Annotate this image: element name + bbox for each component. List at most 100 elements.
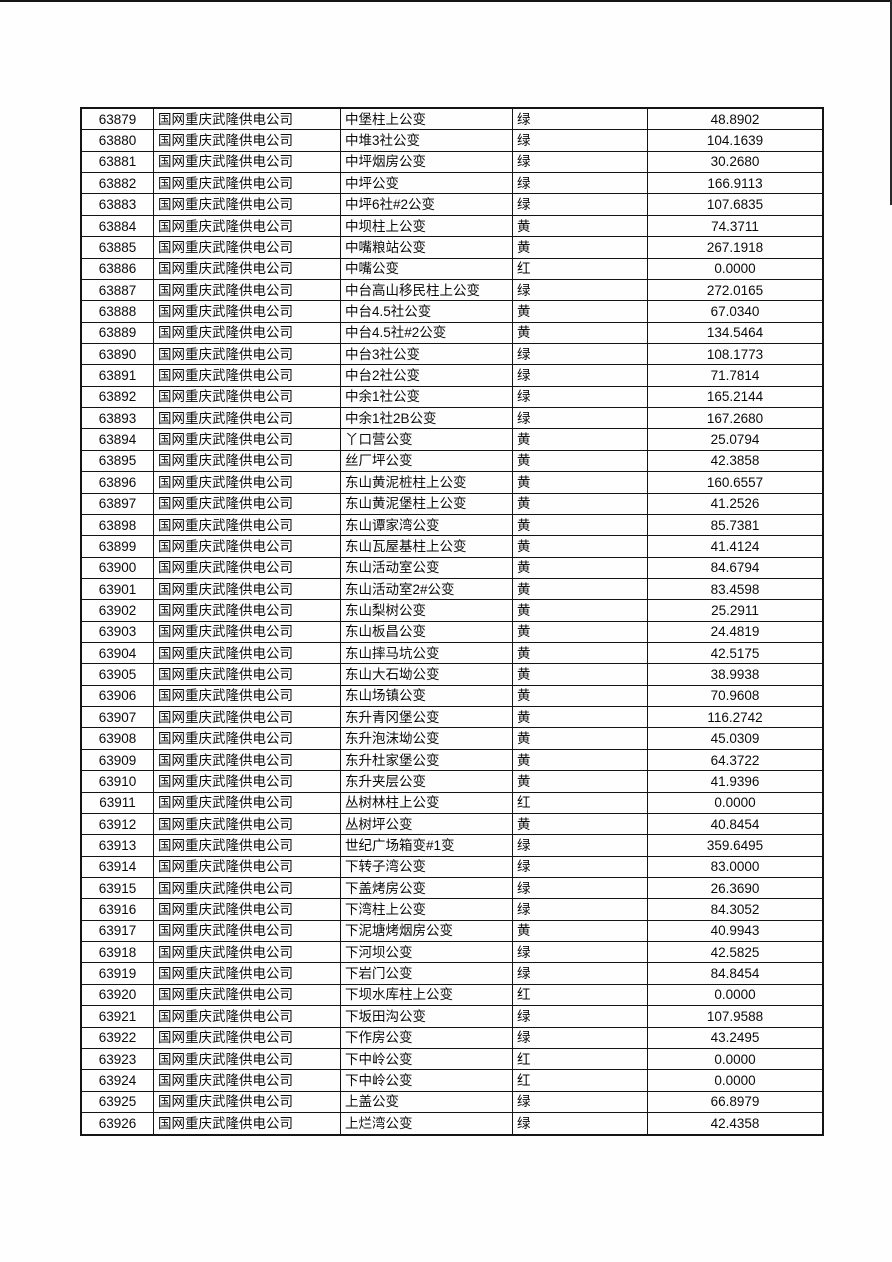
cell-value: 42.3858 xyxy=(647,449,824,473)
cell-status: 黄 xyxy=(512,727,648,750)
cell-name: 中堡柱上公变 xyxy=(340,107,513,131)
cell-value: 160.6557 xyxy=(647,471,824,494)
table-row: 63919 国网重庆武隆供电公司 下岩门公变绿 84.8454 xyxy=(80,962,824,985)
cell-id: 63917 xyxy=(80,919,154,943)
cell-id: 63919 xyxy=(80,962,154,985)
cell-value: 42.5175 xyxy=(647,642,824,665)
cell-company: 国网重庆武隆供电公司 xyxy=(153,1111,341,1136)
cell-id: 63894 xyxy=(80,428,154,451)
cell-name: 东山板昌公变 xyxy=(340,620,513,644)
cell-company: 国网重庆武隆供电公司 xyxy=(153,791,341,814)
table-row: 63925 国网重庆武隆供电公司 上盖公变绿 66.8979 xyxy=(80,1090,824,1113)
cell-name: 世纪广场箱变#1变 xyxy=(340,834,513,857)
cell-name: 东升夹层公变 xyxy=(340,770,513,793)
cell-company: 国网重庆武隆供电公司 xyxy=(153,599,341,622)
cell-id: 63885 xyxy=(80,236,154,259)
cell-company: 国网重庆武隆供电公司 xyxy=(153,535,341,558)
table-row: 63880 国网重庆武隆供电公司 中堆3社公变绿 104.1639 xyxy=(80,129,824,152)
cell-status: 黄 xyxy=(512,214,648,238)
table-row: 63921 国网重庆武隆供电公司 下坂田沟公变绿 107.9588 xyxy=(80,1005,824,1028)
cell-name: 丫口营公变 xyxy=(340,428,513,451)
table-row: 63909 国网重庆武隆供电公司 东升杜家堡公变黄 64.3722 xyxy=(80,748,824,772)
cell-company: 国网重庆武隆供电公司 xyxy=(153,898,341,921)
cell-id: 63886 xyxy=(80,257,154,280)
cell-status: 黄 xyxy=(512,492,648,515)
cell-name: 中台2社公变 xyxy=(340,364,513,387)
cell-company: 国网重庆武隆供电公司 xyxy=(153,321,341,345)
cell-status: 红 xyxy=(512,791,648,814)
table-row: 63887 国网重庆武隆供电公司 中台高山移民柱上公变绿 272.0165 xyxy=(80,278,824,302)
cell-name: 东山瓦屋基柱上公变 xyxy=(340,535,513,558)
cell-value: 41.9396 xyxy=(647,770,824,793)
cell-id: 63897 xyxy=(80,492,154,515)
table-row: 63881 国网重庆武隆供电公司 中坪烟房公变绿 30.2680 xyxy=(80,150,824,174)
cell-id: 63921 xyxy=(80,1005,154,1028)
cell-value: 116.2742 xyxy=(647,706,824,729)
cell-id: 63910 xyxy=(80,770,154,793)
table-row: 63923 国网重庆武隆供电公司 下中岭公变红 0.0000 xyxy=(80,1047,824,1071)
cell-name: 中台3社公变 xyxy=(340,342,513,366)
cell-name: 上盖公变 xyxy=(340,1090,513,1113)
cell-value: 41.2526 xyxy=(647,492,824,515)
cell-status: 红 xyxy=(512,1047,648,1071)
cell-value: 25.2911 xyxy=(647,599,824,622)
cell-status: 红 xyxy=(512,983,648,1007)
table-row: 63884 国网重庆武隆供电公司 中坝柱上公变黄 74.3711 xyxy=(80,214,824,238)
cell-company: 国网重庆武隆供电公司 xyxy=(153,492,341,515)
cell-company: 国网重庆武隆供电公司 xyxy=(153,620,341,644)
cell-id: 63895 xyxy=(80,449,154,473)
cell-id: 63901 xyxy=(80,577,154,601)
table-row: 63913 国网重庆武隆供电公司 世纪广场箱变#1变绿 359.6495 xyxy=(80,834,824,857)
cell-status: 黄 xyxy=(512,642,648,665)
cell-status: 黄 xyxy=(512,513,648,537)
cell-name: 丛树坪公变 xyxy=(340,812,513,836)
table-body: 63879 国网重庆武隆供电公司 中堡柱上公变绿 48.8902 63880 国网重庆武隆… xyxy=(80,107,824,1136)
cell-name: 东山谭家湾公变 xyxy=(340,513,513,537)
cell-name: 东升青冈堡公变 xyxy=(340,706,513,729)
cell-company: 国网重庆武隆供电公司 xyxy=(153,706,341,729)
cell-name: 下作房公变 xyxy=(340,1026,513,1049)
cell-value: 0.0000 xyxy=(647,257,824,280)
cell-name: 东山场镇公变 xyxy=(340,684,513,708)
table-row: 63926 国网重庆武隆供电公司 上烂湾公变绿 42.4358 xyxy=(80,1111,824,1136)
table-row: 63893 国网重庆武隆供电公司 中余1社2B公变绿 167.2680 xyxy=(80,407,824,430)
cell-value: 26.3690 xyxy=(647,876,824,900)
cell-status: 黄 xyxy=(512,620,648,644)
cell-company: 国网重庆武隆供电公司 xyxy=(153,236,341,259)
cell-company: 国网重庆武隆供电公司 xyxy=(153,556,341,579)
cell-company: 国网重庆武隆供电公司 xyxy=(153,727,341,750)
cell-company: 国网重庆武隆供电公司 xyxy=(153,449,341,473)
cell-value: 108.1773 xyxy=(647,342,824,366)
cell-name: 中余1社2B公变 xyxy=(340,407,513,430)
cell-status: 黄 xyxy=(512,812,648,836)
cell-status: 绿 xyxy=(512,342,648,366)
cell-name: 中堆3社公变 xyxy=(340,129,513,152)
cell-id: 63915 xyxy=(80,876,154,900)
cell-value: 84.6794 xyxy=(647,556,824,579)
cell-id: 63891 xyxy=(80,364,154,387)
cell-name: 东山黄泥桩柱上公变 xyxy=(340,471,513,494)
cell-name: 东山摔马坑公变 xyxy=(340,642,513,665)
cell-value: 267.1918 xyxy=(647,236,824,259)
table-row: 63924 国网重庆武隆供电公司 下中岭公变红 0.0000 xyxy=(80,1069,824,1092)
cell-name: 中坝柱上公变 xyxy=(340,214,513,238)
cell-value: 0.0000 xyxy=(647,791,824,814)
cell-name: 下坂田沟公变 xyxy=(340,1005,513,1028)
cell-value: 64.3722 xyxy=(647,748,824,772)
table-row: 63886 国网重庆武隆供电公司 中嘴公变红 0.0000 xyxy=(80,257,824,280)
table-row: 63894 国网重庆武隆供电公司 丫口营公变黄 25.0794 xyxy=(80,428,824,451)
cell-id: 63924 xyxy=(80,1069,154,1092)
cell-name: 中坪6社#2公变 xyxy=(340,193,513,216)
cell-id: 63899 xyxy=(80,535,154,558)
cell-company: 国网重庆武隆供电公司 xyxy=(153,577,341,601)
table-row: 63916 国网重庆武隆供电公司 下湾柱上公变绿 84.3052 xyxy=(80,898,824,921)
cell-value: 359.6495 xyxy=(647,834,824,857)
table-row: 63918 国网重庆武隆供电公司 下河坝公变绿 42.5825 xyxy=(80,941,824,964)
cell-value: 45.0309 xyxy=(647,727,824,750)
cell-id: 63879 xyxy=(80,107,154,131)
table-row: 63882 国网重庆武隆供电公司 中坪公变绿 166.9113 xyxy=(80,172,824,195)
cell-id: 63884 xyxy=(80,214,154,238)
cell-status: 黄 xyxy=(512,577,648,601)
cell-name: 下泥塘烤烟房公变 xyxy=(340,919,513,943)
table-row: 63900 国网重庆武隆供电公司 东山活动室公变黄 84.6794 xyxy=(80,556,824,579)
